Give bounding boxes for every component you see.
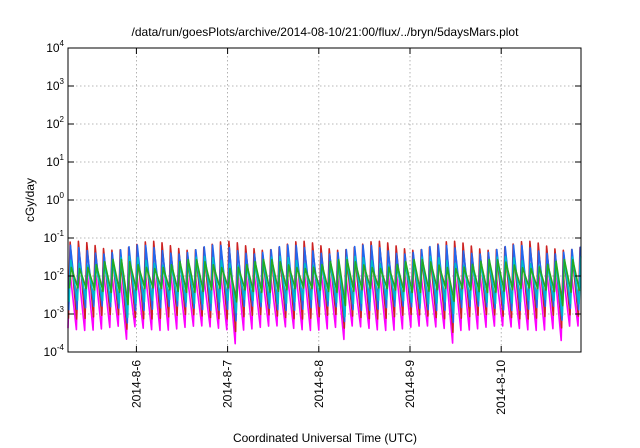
y-tick-label: 100 xyxy=(46,191,64,207)
x-tick-label: 2014-8-9 xyxy=(403,360,417,408)
chart-title: /data/run/goesPlots/archive/2014-08-10/2… xyxy=(132,25,520,39)
y-tick-label: 104 xyxy=(46,39,64,55)
x-axis: 2014-8-6 2014-8-7 2014-8-8 2014-8-9 2014-8-1… xyxy=(129,48,508,415)
x-tick-label: 2014-8-7 xyxy=(221,360,235,408)
y-tick-label: 10-3 xyxy=(44,305,65,321)
y-tick-label: 10-4 xyxy=(44,343,65,359)
y-tick-label: 10-1 xyxy=(44,229,65,245)
x-axis-label: Coordinated Universal Time (UTC) xyxy=(233,431,417,445)
y-tick-label: 10-2 xyxy=(44,267,65,283)
y-axis: 10-4 10-3 10-2 10-1 100 101 102 103 104 xyxy=(44,39,581,359)
y-tick-label: 101 xyxy=(46,153,64,169)
x-tick-label: 2014-8-6 xyxy=(129,360,143,408)
y-tick-label: 102 xyxy=(46,115,64,131)
series-line xyxy=(68,258,581,307)
x-tick-label: 2014-8-8 xyxy=(312,360,326,408)
y-axis-label: cGy/day xyxy=(23,178,37,222)
series-group xyxy=(67,240,582,345)
x-tick-label: 2014-8-10 xyxy=(494,360,508,415)
y-tick-label: 103 xyxy=(46,77,64,93)
